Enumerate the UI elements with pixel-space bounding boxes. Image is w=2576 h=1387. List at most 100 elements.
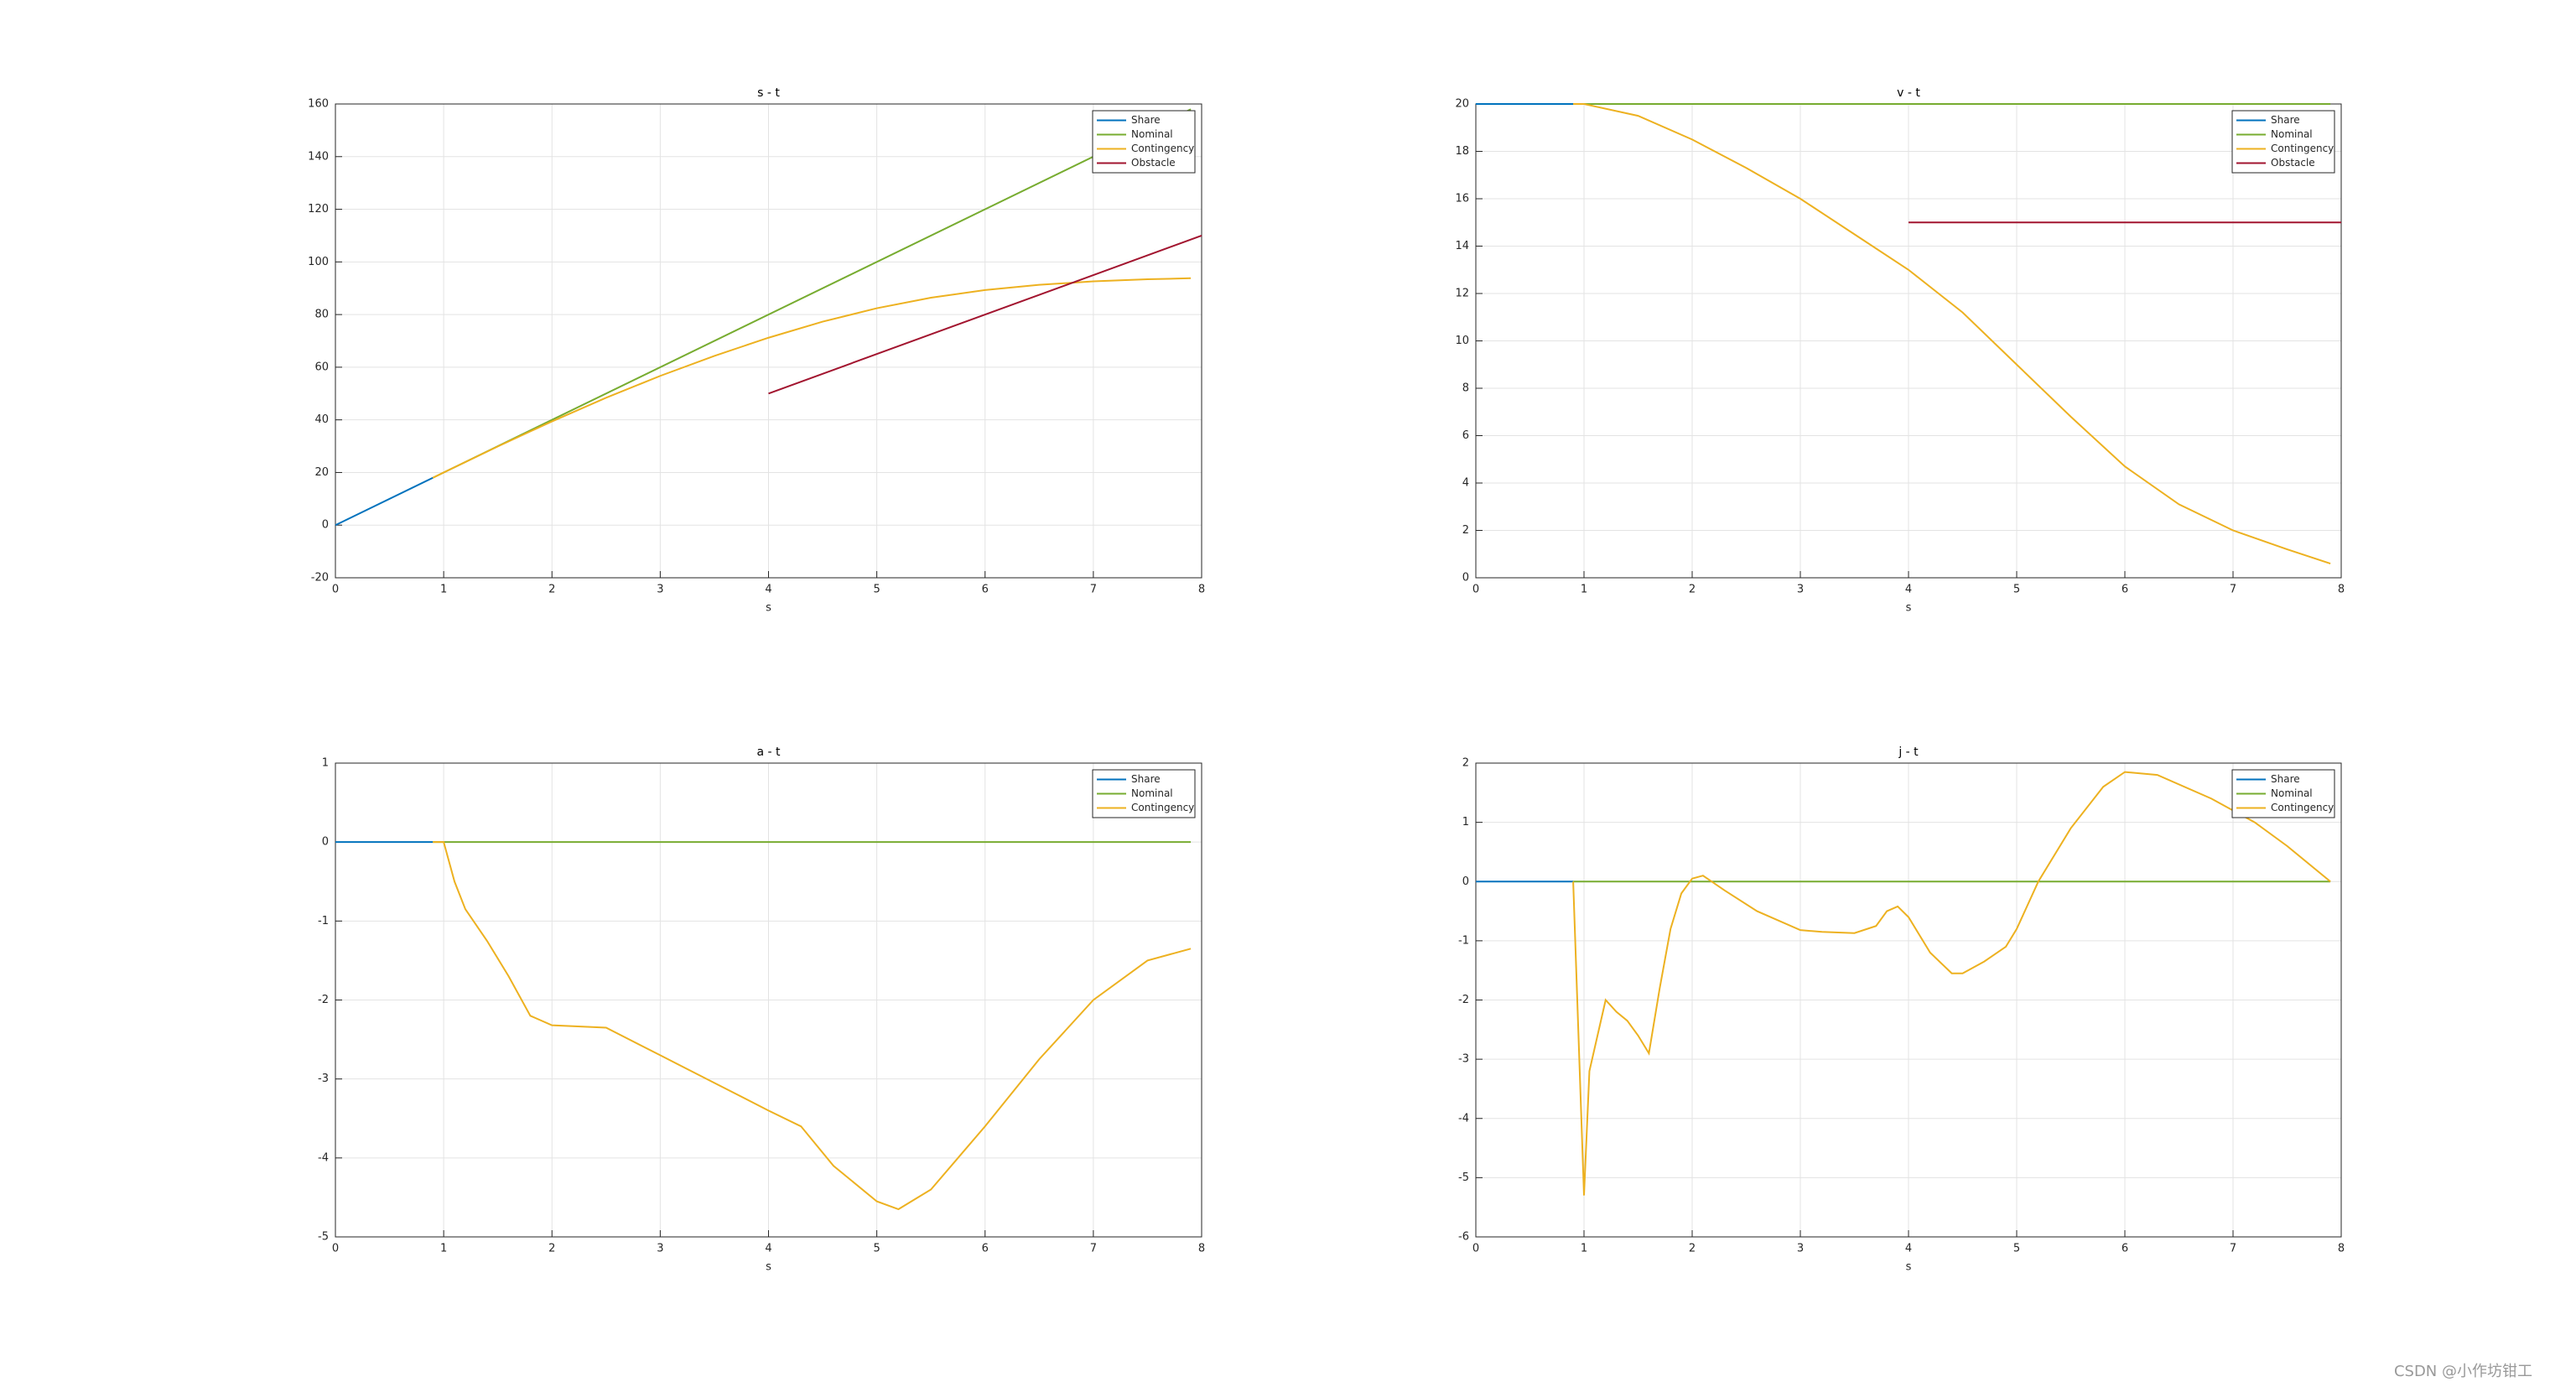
chart-title: j - t bbox=[1898, 745, 1919, 759]
y-tick-label: 6 bbox=[1462, 429, 1469, 442]
legend-label: Obstacle bbox=[1131, 157, 1176, 169]
chart-title: s - t bbox=[757, 86, 780, 100]
x-tick-label: 5 bbox=[873, 584, 880, 596]
x-tick-label: 2 bbox=[1689, 1243, 1696, 1255]
x-tick-label: 4 bbox=[1905, 584, 1912, 596]
chart-title: v - t bbox=[1897, 86, 1920, 100]
y-tick-label: -2 bbox=[1458, 994, 1469, 1006]
y-tick-label: 140 bbox=[308, 150, 329, 163]
y-tick-label: 0 bbox=[322, 836, 329, 849]
y-tick-label: -3 bbox=[318, 1073, 329, 1085]
x-tick-label: 1 bbox=[440, 584, 447, 596]
x-axis-label: s bbox=[766, 1261, 771, 1274]
legend-label: Contingency bbox=[1131, 802, 1194, 813]
y-tick-label: 1 bbox=[1462, 816, 1469, 829]
line bbox=[1572, 771, 2331, 1196]
y-tick-label: 120 bbox=[308, 203, 329, 216]
y-tick-label: -1 bbox=[318, 915, 329, 927]
y-tick-label: 0 bbox=[322, 519, 329, 532]
x-tick-label: 6 bbox=[2122, 584, 2128, 596]
y-tick-label: 20 bbox=[314, 466, 329, 479]
chart: 0 1 2 3 4 5 6 7 8 -5 -4 -3 -2 -1 0 1 a - t s Share Nominal C… bbox=[318, 745, 1205, 1274]
y-tick-label: 60 bbox=[314, 361, 329, 373]
y-tick-label: -5 bbox=[1458, 1171, 1469, 1184]
legend-label: Nominal bbox=[2271, 128, 2313, 140]
watermark: CSDN @小作坊钳工 bbox=[2394, 1363, 2532, 1380]
x-tick-label: 4 bbox=[765, 584, 771, 596]
x-tick-label: 5 bbox=[873, 1243, 880, 1255]
legend-label: Contingency bbox=[2271, 143, 2334, 154]
x-tick-label: 8 bbox=[2338, 1243, 2345, 1255]
x-tick-label: 1 bbox=[1581, 584, 1587, 596]
line bbox=[1573, 103, 2331, 565]
y-tick-label: 20 bbox=[1455, 98, 1469, 111]
legend-label: Share bbox=[2271, 773, 2300, 785]
y-tick-label: -4 bbox=[1458, 1112, 1469, 1125]
y-tick-label: 160 bbox=[308, 98, 329, 111]
x-tick-label: 2 bbox=[1689, 584, 1696, 596]
legend-label: Share bbox=[2271, 114, 2300, 126]
y-tick-label: 14 bbox=[1455, 240, 1469, 252]
axes-box bbox=[1475, 762, 2342, 1238]
x-tick-label: 6 bbox=[982, 584, 989, 596]
line bbox=[335, 476, 434, 527]
y-tick-label: 40 bbox=[314, 413, 329, 426]
line bbox=[433, 841, 1192, 1211]
x-tick-label: 6 bbox=[2122, 1243, 2128, 1255]
y-tick-label: 100 bbox=[308, 256, 329, 268]
y-tick-label: 8 bbox=[1462, 382, 1469, 395]
legend-label: Nominal bbox=[1131, 128, 1173, 140]
x-tick-label: 7 bbox=[1090, 584, 1097, 596]
x-tick-label: 2 bbox=[548, 1243, 555, 1255]
legend-label: Nominal bbox=[2271, 787, 2313, 799]
x-tick-label: 0 bbox=[1472, 1243, 1479, 1255]
line bbox=[768, 235, 1202, 395]
x-tick-label: 1 bbox=[1581, 1243, 1587, 1255]
legend-label: Obstacle bbox=[2271, 157, 2315, 169]
y-tick-label: -5 bbox=[318, 1231, 329, 1244]
x-tick-label: 0 bbox=[332, 1243, 339, 1255]
x-tick-label: 8 bbox=[1198, 1243, 1205, 1255]
x-tick-label: 2 bbox=[548, 584, 555, 596]
x-tick-label: 4 bbox=[1905, 1243, 1912, 1255]
legend-label: Share bbox=[1131, 773, 1161, 785]
x-tick-label: 7 bbox=[2230, 584, 2236, 596]
chart-title: a - t bbox=[756, 745, 781, 759]
x-axis-label: s bbox=[1906, 602, 1912, 615]
y-tick-label: 18 bbox=[1455, 145, 1469, 158]
x-axis-label: s bbox=[1906, 1261, 1912, 1274]
y-tick-label: -20 bbox=[311, 572, 329, 584]
line bbox=[432, 108, 1192, 479]
y-tick-label: 4 bbox=[1462, 477, 1469, 490]
x-tick-label: 3 bbox=[1797, 1243, 1804, 1255]
legend-label: Contingency bbox=[1131, 143, 1194, 154]
y-tick-label: 1 bbox=[322, 757, 329, 770]
x-tick-label: 3 bbox=[1797, 584, 1804, 596]
axes-box bbox=[335, 762, 1202, 1238]
legend-label: Share bbox=[1131, 114, 1161, 126]
axes-box bbox=[335, 103, 1202, 579]
y-tick-label: -6 bbox=[1458, 1231, 1469, 1244]
x-tick-label: 0 bbox=[332, 584, 339, 596]
y-tick-label: -2 bbox=[318, 994, 329, 1006]
x-tick-label: 7 bbox=[1090, 1243, 1097, 1255]
x-tick-label: 0 bbox=[1472, 584, 1479, 596]
chart: 0 1 2 3 4 5 6 7 8 -6 -5 -4 -3 -2 -1 0 1 2 j - t s Share Nomin… bbox=[1458, 745, 2345, 1274]
y-tick-label: 10 bbox=[1455, 335, 1469, 347]
x-tick-label: 3 bbox=[657, 1243, 663, 1255]
x-tick-label: 5 bbox=[2013, 1243, 2020, 1255]
x-tick-label: 5 bbox=[2013, 584, 2020, 596]
y-tick-label: 0 bbox=[1462, 572, 1469, 584]
x-tick-label: 8 bbox=[1198, 584, 1205, 596]
y-tick-label: -1 bbox=[1458, 934, 1469, 947]
x-tick-label: 3 bbox=[657, 584, 663, 596]
x-tick-label: 6 bbox=[982, 1243, 989, 1255]
x-tick-label: 7 bbox=[2230, 1243, 2236, 1255]
x-tick-label: 8 bbox=[2338, 584, 2345, 596]
y-tick-label: 12 bbox=[1455, 288, 1469, 300]
legend-label: Nominal bbox=[1131, 787, 1173, 799]
y-tick-label: 80 bbox=[314, 309, 329, 321]
line bbox=[432, 277, 1192, 479]
